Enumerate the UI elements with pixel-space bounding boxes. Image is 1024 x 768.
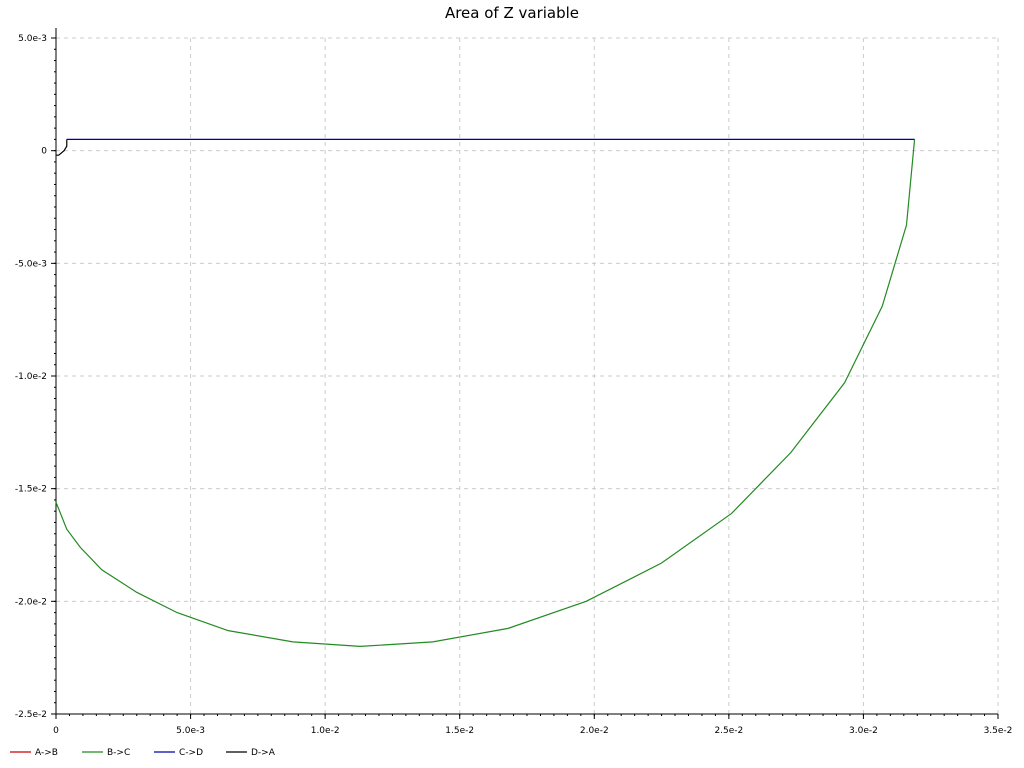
y-tick-label: -1.0e-2 <box>15 372 47 382</box>
y-tick-label: -5.0e-3 <box>15 259 47 269</box>
series-line-d-a <box>56 139 68 156</box>
x-tick-label: 2.5e-2 <box>714 726 743 736</box>
legend-item: D->A <box>226 748 276 758</box>
x-tick-label: 3.5e-2 <box>984 726 1013 736</box>
y-tick-label: -2.0e-2 <box>15 597 47 607</box>
x-tick-label: 2.0e-2 <box>580 726 609 736</box>
x-tick-label: 1.0e-2 <box>311 726 340 736</box>
x-tick-label: 5.0e-3 <box>176 726 205 736</box>
legend: A->B B->C C->D D->A <box>10 748 276 758</box>
legend-item: A->B <box>10 748 58 758</box>
legend-label: A->B <box>35 748 58 758</box>
legend-label: B->C <box>107 748 130 758</box>
y-tick-label: 0 <box>41 147 47 157</box>
plot-area <box>55 138 916 648</box>
x-tick-label: 3.0e-2 <box>849 726 878 736</box>
x-tick-label: 1.5e-2 <box>445 726 474 736</box>
legend-label: C->D <box>179 748 203 758</box>
legend-label: D->A <box>251 748 276 758</box>
x-tick-label: 0 <box>53 726 59 736</box>
y-tick-label: -1.5e-2 <box>15 485 47 495</box>
grid-lines <box>56 37 999 714</box>
y-tick-label: 5.0e-3 <box>18 34 47 44</box>
legend-item: B->C <box>82 748 130 758</box>
series-line-b-c <box>55 139 916 648</box>
y-tick-label: -2.5e-2 <box>15 710 47 720</box>
legend-item: C->D <box>154 748 203 758</box>
axes: 5.0e-3 0 -5.0e-3 -1.0e-2 -1.5e-2 -2.0e-2 -2.5e… <box>15 28 1012 736</box>
chart-title: Area of Z variable <box>445 4 579 22</box>
